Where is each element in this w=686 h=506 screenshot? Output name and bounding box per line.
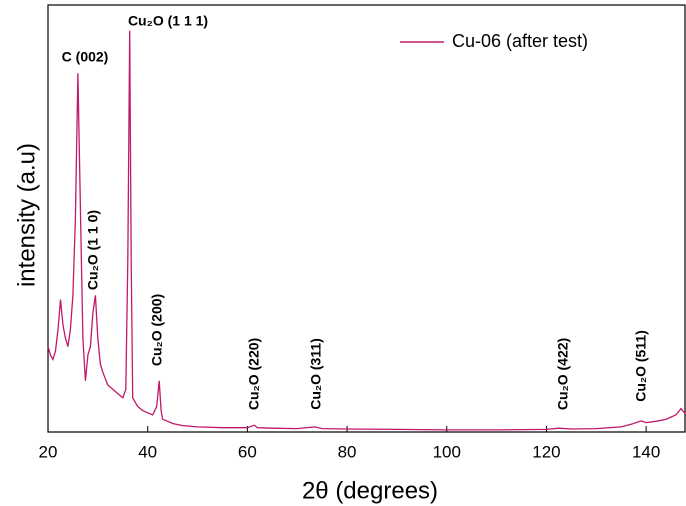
legend-label: Cu-06 (after test)	[452, 31, 588, 51]
data-line	[47, 30, 686, 431]
x-tick-label: 40	[138, 442, 157, 461]
peak-annotation: C (002)	[62, 49, 109, 65]
peak-annotation: Cu₂O (422)	[555, 338, 571, 410]
peak-annotation: Cu₂O (1 1 1)	[128, 13, 208, 29]
x-tick-label: 120	[532, 442, 560, 461]
x-tick-label: 80	[338, 442, 357, 461]
peak-annotation: Cu₂O (1 1 0)	[85, 210, 101, 290]
x-tick-label: 20	[39, 442, 58, 461]
x-tick-label: 60	[238, 442, 257, 461]
peak-annotation: Cu₂O (200)	[149, 294, 165, 366]
peak-annotation: Cu₂O (311)	[308, 338, 324, 410]
x-axis-label: 2θ (degrees)	[302, 477, 438, 504]
x-tick-label: 100	[433, 442, 461, 461]
y-axis-label: intensity (a.u)	[13, 143, 40, 287]
peak-annotation: Cu₂O (220)	[246, 338, 262, 410]
plot-frame	[47, 4, 686, 433]
x-tick-label: 140	[632, 442, 660, 461]
peak-annotation: Cu₂O (511)	[633, 330, 649, 402]
